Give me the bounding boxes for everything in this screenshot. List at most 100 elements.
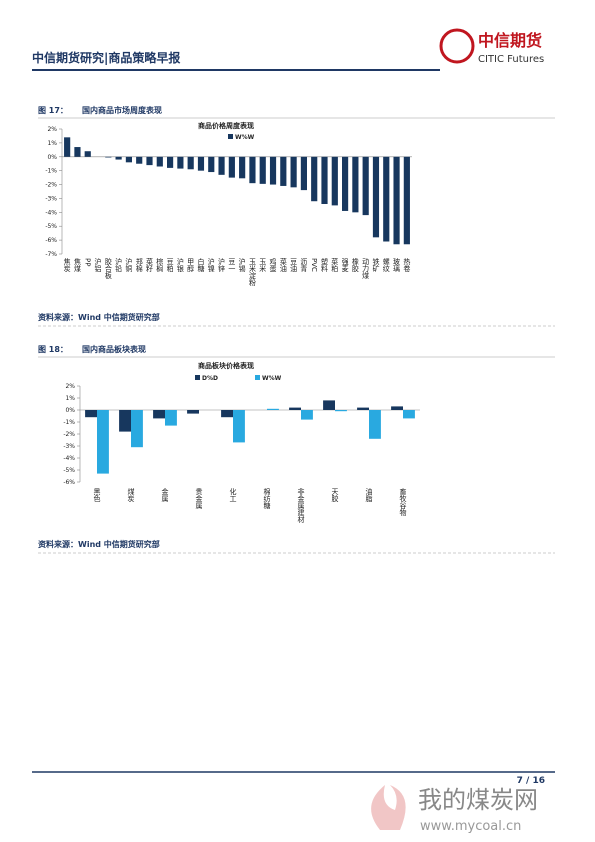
bar <box>362 156 369 216</box>
bar <box>187 156 194 170</box>
bar <box>269 156 277 185</box>
category-label cat: 鸡蛋 <box>269 257 277 273</box>
category-label cat: 沪锡 <box>238 257 246 273</box>
category-label cat: 胶合板 <box>104 257 112 280</box>
y-tick-label: 0% <box>65 407 75 414</box>
y-tick-label: -2% <box>63 431 75 438</box>
legend-swatch <box>228 134 233 139</box>
bar <box>403 156 410 245</box>
category-label cat: 天胶 <box>331 488 339 503</box>
bar <box>177 156 184 169</box>
bar <box>153 410 165 419</box>
category-label cat: 煤炭 <box>127 487 135 503</box>
category-label cat: 沥青 <box>300 257 308 273</box>
bar <box>383 156 390 242</box>
category-label cat: 玉米淀粉 <box>248 258 256 287</box>
y-tick-label: 1% <box>65 395 75 402</box>
bar <box>403 410 415 419</box>
bar <box>239 156 246 179</box>
category-label cat: 棉纺糖 <box>263 487 271 510</box>
category-label cat: PP <box>84 258 92 266</box>
legend-label: W%W <box>262 375 282 382</box>
category-label cat: 金属 <box>161 487 169 503</box>
bar <box>321 156 328 204</box>
bar <box>64 137 71 157</box>
category-label cat: 非金属建材 <box>297 487 305 523</box>
bar <box>167 156 174 168</box>
category-label cat: 玉米 <box>259 258 267 273</box>
legend-label: D%D <box>202 375 218 382</box>
category-label cat: 白糖 <box>197 257 205 273</box>
category-label cat: 塑料 <box>321 257 329 273</box>
category-label cat: 棕榈 <box>156 257 164 273</box>
legend-label: W%W <box>235 134 255 141</box>
figure-label: 图 18： <box>38 345 68 354</box>
category-label cat: 菜油 <box>279 257 287 273</box>
y-tick-label: -1% <box>45 168 57 175</box>
bar <box>125 156 132 163</box>
bar <box>146 156 153 166</box>
category-label cat: 豆一 <box>228 258 236 272</box>
category-label cat: 玻璃 <box>393 257 401 273</box>
bar <box>259 156 266 184</box>
page-number: 7 / 16 <box>517 776 545 786</box>
bar <box>323 400 335 410</box>
category-label cat: 沪镍 <box>207 257 215 273</box>
category-label cat: 沪银 <box>176 257 184 273</box>
category-label cat: 动力煤 <box>362 257 370 280</box>
chart-title: 商品价格周度表现 <box>198 121 254 130</box>
y-tick-label: -6% <box>45 237 57 244</box>
bar <box>74 147 81 157</box>
category-label cat: 强麦 <box>341 258 349 273</box>
category-label cat: 菜粕 <box>331 257 339 273</box>
bar <box>369 410 381 439</box>
category-label cat: 热卷 <box>403 257 411 272</box>
y-tick-label: -5% <box>63 467 75 474</box>
chart-title: 商品板块价格表现 <box>198 361 254 370</box>
figure-source: 资料来源：Wind 中信期货研究部 <box>38 539 160 549</box>
category-label cat: 贵金属 <box>195 487 203 510</box>
y-tick-label: -5% <box>45 223 57 230</box>
y-tick-label: -2% <box>45 182 57 189</box>
y-tick-label: 0% <box>47 154 57 161</box>
bar <box>115 156 122 160</box>
category-label cat: 甲醇 <box>187 258 195 273</box>
bar <box>208 156 215 173</box>
category-label cat: 郑棉 <box>135 258 143 273</box>
legend-swatch <box>195 375 200 380</box>
y-tick-label: 2% <box>65 383 75 390</box>
bar <box>233 410 245 443</box>
figure-caption: 国内商品板块表现 <box>82 344 146 354</box>
y-tick-label: -1% <box>63 419 75 426</box>
bar <box>357 407 369 410</box>
watermark-url: www.mycoal.cn <box>420 819 521 834</box>
category-label cat: 豆粕 <box>166 258 174 273</box>
category-label cat: PVC <box>310 258 318 272</box>
bar <box>393 156 400 245</box>
bar <box>352 156 359 213</box>
category-label cat: 铁矿 <box>372 257 380 273</box>
y-tick-label: -7% <box>45 251 57 258</box>
logo-icon <box>439 28 475 64</box>
y-tick-label: -3% <box>63 443 75 450</box>
bar <box>119 410 131 432</box>
bar <box>249 156 256 184</box>
bar <box>85 410 97 418</box>
bar <box>267 408 279 410</box>
bar <box>391 406 403 410</box>
category-label cat: 豆油 <box>290 258 298 273</box>
category-label cat: 焦炭 <box>63 257 71 273</box>
bar <box>289 407 301 410</box>
watermark-name: 我的煤炭网 <box>418 786 538 814</box>
y-tick-label: -3% <box>45 195 57 202</box>
bar <box>187 410 199 414</box>
bar <box>165 410 177 426</box>
bar <box>300 156 307 191</box>
y-tick-label: 1% <box>47 140 57 147</box>
bar <box>197 156 205 171</box>
figure-label: 图 17： <box>38 106 68 115</box>
category-label cat: 化工 <box>229 487 237 502</box>
category-label cat: 螺纹 <box>382 257 390 273</box>
